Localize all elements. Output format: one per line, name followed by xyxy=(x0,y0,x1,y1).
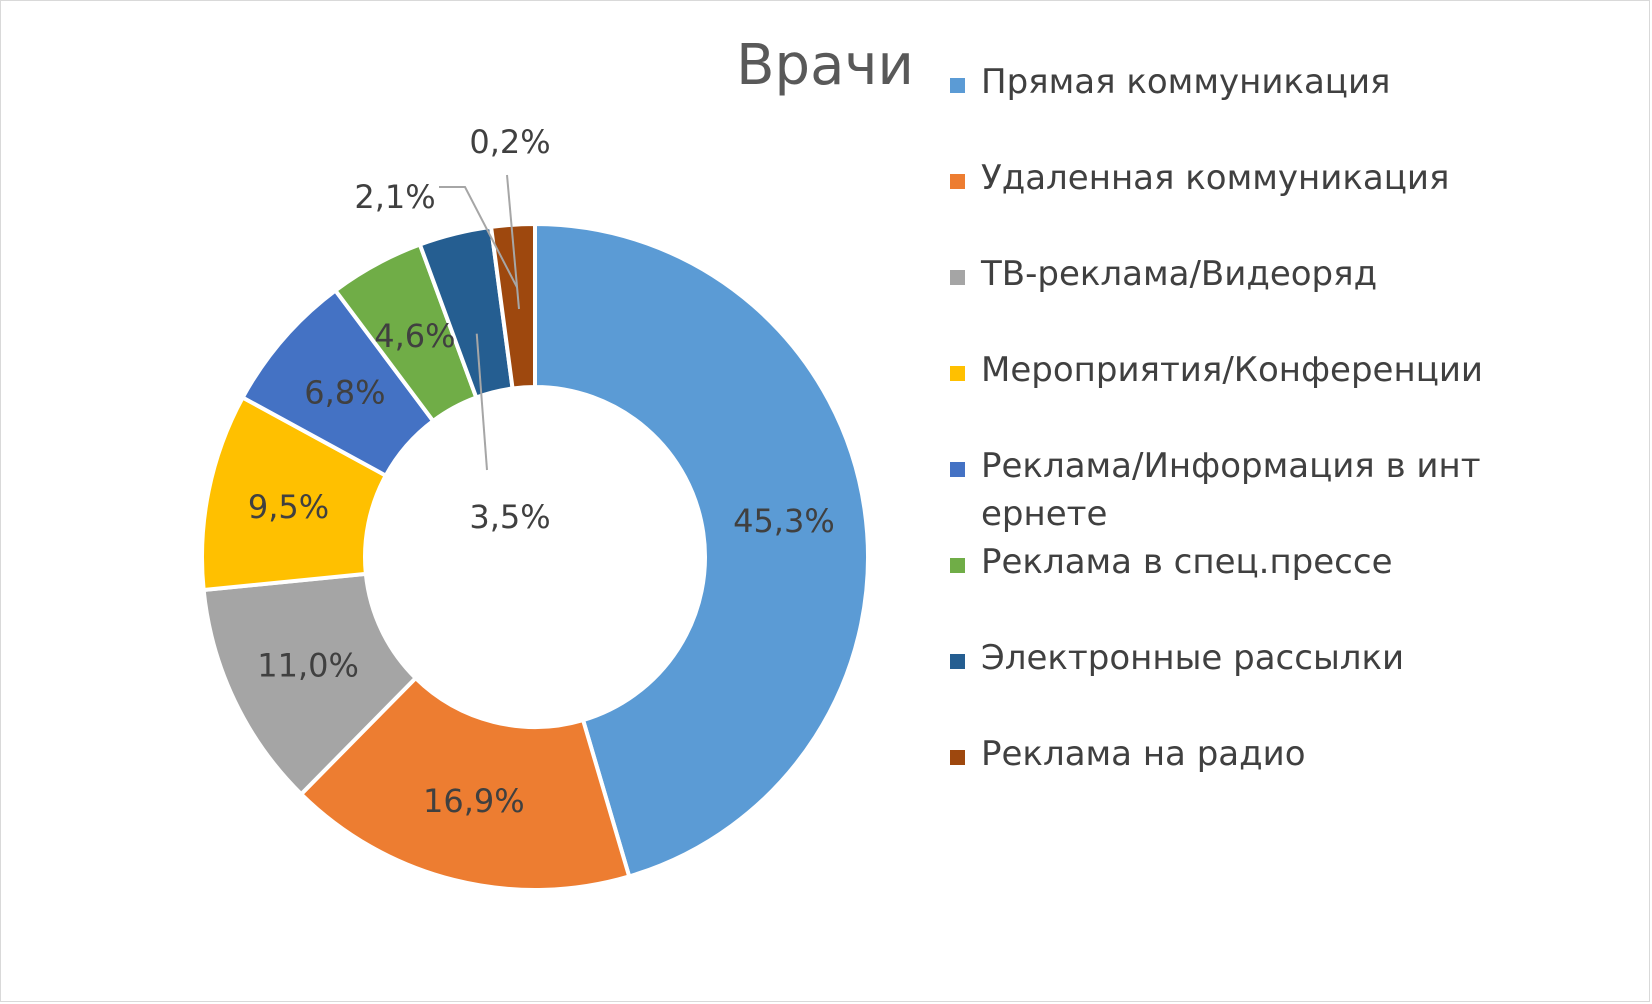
legend-swatch-5 xyxy=(950,462,965,477)
legend-swatch-3 xyxy=(950,270,965,285)
slices-group xyxy=(200,221,870,892)
legend-label-7: Электронные рассылки xyxy=(981,638,1405,678)
legend-swatch-7 xyxy=(950,654,965,669)
legend-swatch-4 xyxy=(950,366,965,381)
chart-title: Врачи xyxy=(736,33,914,98)
slice-3 xyxy=(201,571,419,797)
leader-line-3 xyxy=(475,333,488,471)
slice-1 xyxy=(533,221,870,879)
leader-line-extra xyxy=(506,174,520,310)
legend-label-1: Прямая коммуникация xyxy=(981,62,1391,102)
data-label-3: 11,0% xyxy=(257,646,359,684)
data-label-extra: 0,2% xyxy=(469,123,550,161)
legend-swatch-8 xyxy=(950,750,965,765)
legend-swatch-1 xyxy=(950,78,965,93)
data-label-8: 2,1% xyxy=(354,178,435,216)
leader-line-8 xyxy=(439,186,519,289)
data-labels: 45,3% 16,9% 11,0% 9,5% 6,8% 4,6% 3,5% 2,1% 0,2% xyxy=(248,123,835,820)
legend-label-4: Мероприятия/Конференции xyxy=(981,350,1484,390)
legend-label-2: Удаленная коммуникация xyxy=(981,158,1450,198)
legend-swatch-2 xyxy=(950,174,965,189)
slice-2 xyxy=(298,675,632,892)
data-label-1: 45,3% xyxy=(733,502,835,540)
data-label-2: 16,9% xyxy=(423,782,525,820)
leader-lines xyxy=(439,174,520,471)
legend-swatch-6 xyxy=(950,558,965,573)
data-label-4: 9,5% xyxy=(248,488,329,526)
data-label-7: 3,5% xyxy=(469,498,550,536)
legend-label-3: ТВ-реклама/Видеоряд xyxy=(981,254,1378,294)
legend-label-8: Реклама на радио xyxy=(981,734,1306,774)
legend-label-5: Реклама/Информация в интернете xyxy=(981,446,1481,534)
data-label-6: 4,6% xyxy=(374,317,455,355)
legend-label-6: Реклама в спец.прессе xyxy=(981,542,1393,582)
slice-8 xyxy=(488,221,537,391)
data-label-5: 6,8% xyxy=(304,373,385,411)
